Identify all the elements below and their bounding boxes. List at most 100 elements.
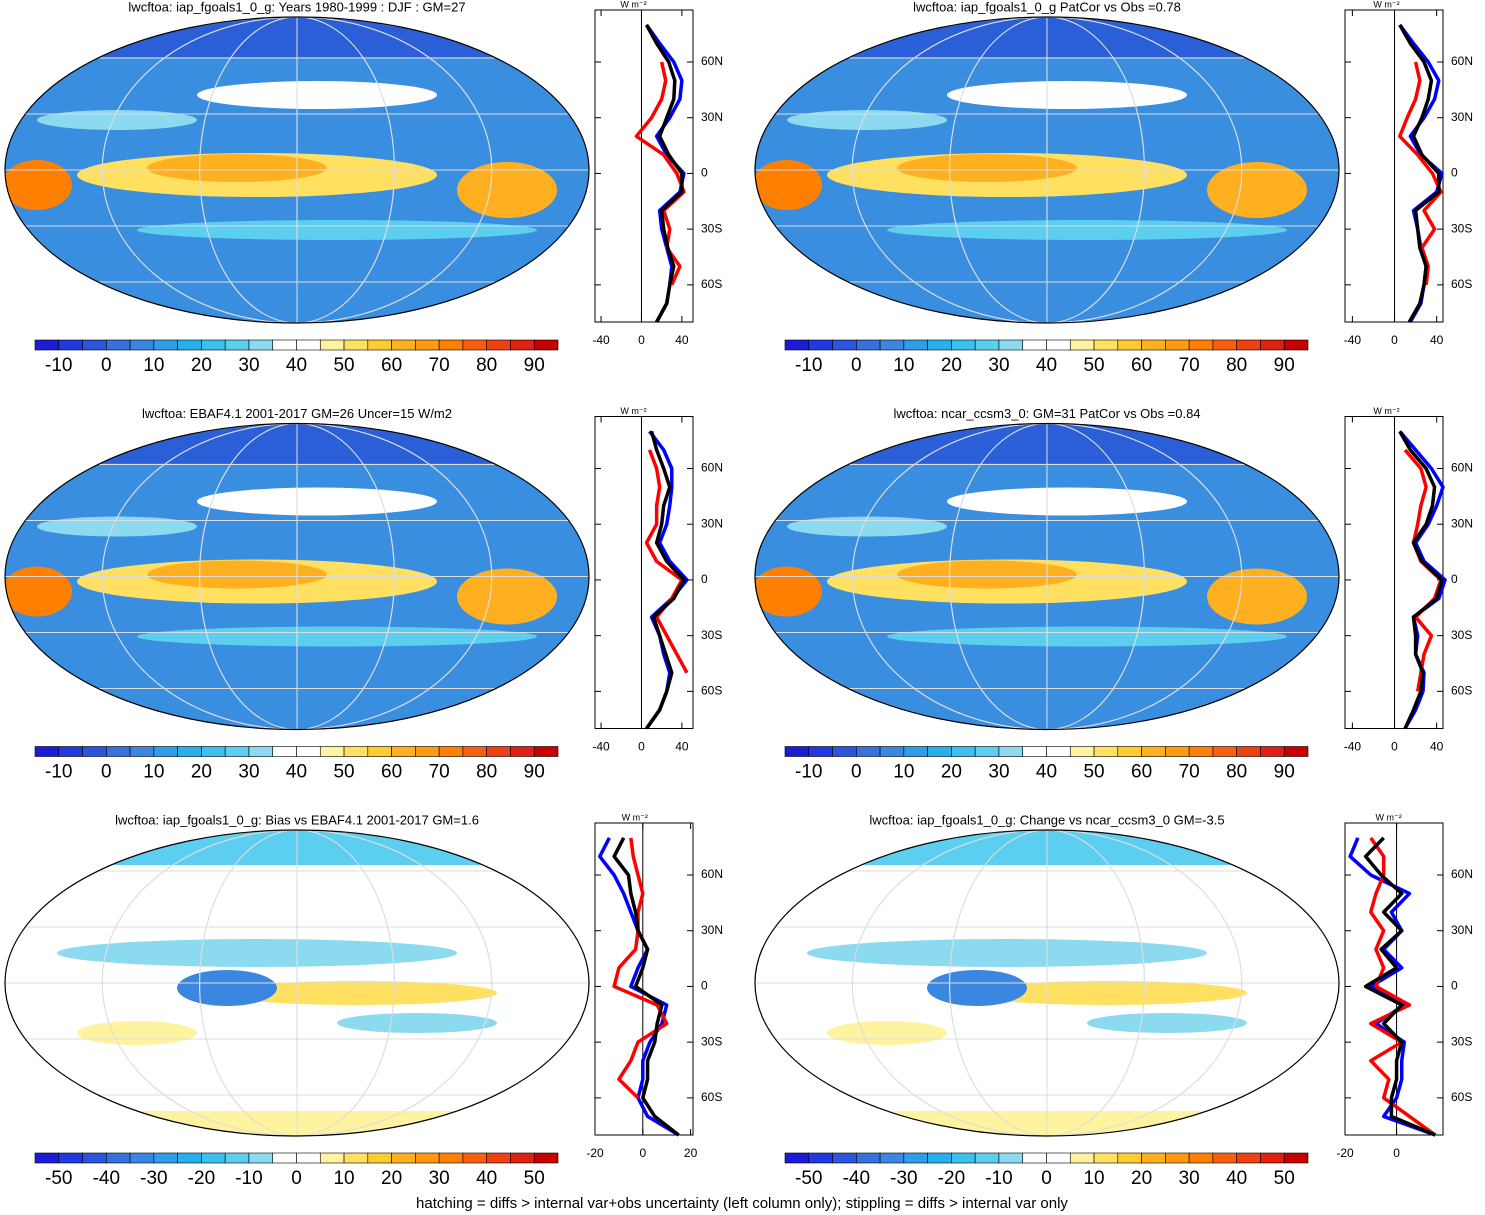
colorbar-box: [415, 1152, 440, 1164]
colorbar-box: [462, 339, 487, 351]
colorbar-label: 70: [1179, 762, 1200, 783]
colorbar-label: 50: [1083, 762, 1104, 783]
colorbar-label: -20: [188, 1168, 215, 1189]
x-tick-label: 0: [638, 740, 645, 754]
map-outline: [4, 829, 590, 1137]
y-tick-label: 30S: [1451, 221, 1472, 235]
colorbar-label: 50: [333, 355, 354, 376]
colorbar-label: 40: [476, 1168, 497, 1189]
colorbar-box: [856, 339, 881, 351]
colorbar-box: [486, 339, 511, 351]
colorbar-box: [462, 746, 487, 757]
colorbar-label: 0: [851, 762, 862, 783]
colorbar-label: 10: [893, 355, 914, 376]
y-tick-label: 30S: [1451, 1034, 1472, 1048]
colorbar-box: [974, 1152, 1000, 1164]
colorbar-box: [903, 339, 928, 351]
colorbar-box: [1046, 746, 1071, 757]
colorbar-box: [1141, 746, 1166, 757]
map: [755, 17, 1339, 323]
colorbar-box: [879, 339, 905, 351]
colorbar-box: [510, 746, 535, 757]
colorbar-box: [34, 339, 60, 351]
graticule: [199, 830, 395, 1136]
colorbar-box: [343, 1152, 369, 1164]
colorbar-box: [1093, 746, 1119, 757]
colorbar-box: [1212, 339, 1237, 351]
colorbar-label: -40: [93, 1168, 120, 1189]
map-blob: [897, 560, 1077, 589]
map-blob: [457, 162, 557, 218]
colorbar-box: [1165, 339, 1190, 351]
map-blob: [897, 154, 1077, 182]
colorbar-label: 90: [524, 762, 545, 783]
profile-line: [1363, 836, 1436, 1137]
x-tick-label: -40: [1344, 333, 1362, 347]
graticule: [101, 17, 493, 323]
colorbar-label: 80: [1226, 355, 1247, 376]
x-tick-label: 40: [1430, 740, 1444, 754]
map-outline: [754, 16, 1340, 324]
x-tick-label: -40: [592, 333, 610, 347]
colorbar-box: [248, 746, 274, 757]
colorbar-label: -50: [45, 1168, 72, 1189]
colorbar-label: 0: [101, 355, 112, 376]
footnote: hatching = diffs > internal var+obs unce…: [416, 1195, 1068, 1212]
colorbar-label: -40: [843, 1168, 870, 1189]
colorbar-label: 70: [1179, 355, 1200, 376]
map: [755, 830, 1339, 1136]
y-tick-label: 60S: [1451, 1090, 1472, 1104]
map-blob: [947, 81, 1187, 109]
colorbar-box: [879, 1152, 905, 1164]
colorbar-box: [201, 339, 226, 351]
profile-unit: W m⁻²: [620, 406, 646, 416]
map-outline: [4, 16, 590, 324]
map-blob: [147, 154, 327, 182]
colorbar-box: [903, 746, 928, 757]
colorbar-box: [533, 746, 559, 757]
profile-unit: W m⁻²: [1375, 812, 1401, 822]
colorbar-box: [343, 339, 369, 351]
colorbar-box: [272, 746, 297, 757]
profile-line: [612, 837, 680, 1137]
colorbar-box: [272, 339, 297, 351]
colorbar-label: 10: [143, 762, 164, 783]
colorbar-label: -30: [140, 1168, 167, 1189]
colorbar-box: [438, 1152, 464, 1164]
colorbar-box: [296, 746, 321, 757]
panel-title: lwcftoa: iap_fgoals1_0_g: Bias vs EBAF4.…: [115, 812, 479, 827]
panel-title: lwcftoa: iap_fgoals1_0_g PatCor vs Obs =…: [913, 0, 1181, 14]
colorbar-box: [1212, 1152, 1237, 1164]
colorbar-label: 40: [286, 762, 307, 783]
colorbar-label: 50: [524, 1168, 545, 1189]
colorbar-label: -10: [985, 1168, 1012, 1189]
colorbar-label: 40: [286, 355, 307, 376]
colorbar-box: [1283, 1152, 1309, 1164]
colorbar-label: 60: [1131, 762, 1152, 783]
colorbar-box: [106, 339, 131, 351]
colorbar-box: [34, 1152, 60, 1164]
colorbar-box: [1046, 339, 1071, 351]
colorbar-box: [34, 746, 60, 757]
colorbar-label: 90: [524, 355, 545, 376]
map-blob: [947, 487, 1187, 516]
colorbar-label: 20: [381, 1168, 402, 1189]
map-blob: [1087, 1013, 1247, 1033]
y-tick-label: 30S: [701, 221, 722, 235]
map-outline: [754, 829, 1340, 1137]
colorbar-label: 70: [429, 762, 450, 783]
colorbar-label: 90: [1274, 762, 1295, 783]
graticule: [949, 830, 1145, 1136]
colorbar-label: 10: [333, 1168, 354, 1189]
colorbar-box: [415, 746, 440, 757]
colorbar-box: [974, 339, 1000, 351]
colorbar-box: [177, 1152, 202, 1164]
colorbar-box: [129, 339, 155, 351]
panel-title: lwcftoa: EBAF4.1 2001-2017 GM=26 Uncer=1…: [142, 406, 452, 421]
colorbar-box: [1165, 746, 1190, 757]
profile-line: [1398, 61, 1443, 286]
colorbar-box: [58, 339, 83, 351]
x-tick-label: -40: [592, 740, 610, 754]
colorbar-box: [367, 746, 392, 757]
colorbar-label: 0: [291, 1168, 302, 1189]
